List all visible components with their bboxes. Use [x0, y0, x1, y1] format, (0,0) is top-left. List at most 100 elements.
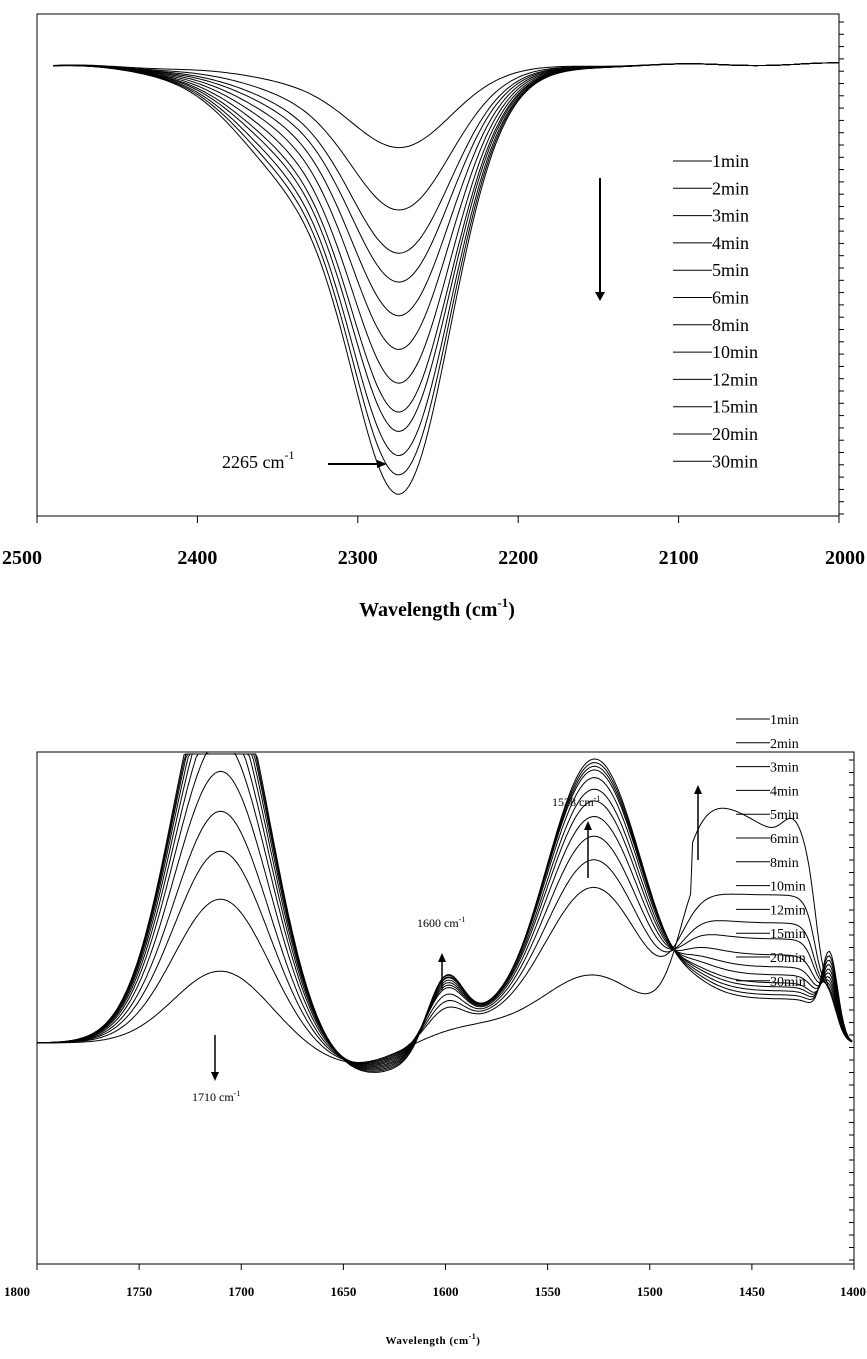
bottom-legend-item: 3min	[736, 761, 799, 776]
top-legend-item: 4min	[673, 233, 749, 253]
top-legend-label: 6min	[712, 288, 749, 308]
bottom-x-tick-label: 1550	[535, 1284, 561, 1299]
top-annotation-2265: 2265 cm-1	[222, 448, 387, 472]
top-legend-item: 1min	[673, 151, 749, 171]
bottom-annotation-1600: 1600 cm-1	[417, 915, 465, 990]
bottom-series-line	[37, 807, 853, 1063]
bottom-series-line	[37, 850, 853, 1064]
bottom-legend-item: 1min	[736, 713, 799, 728]
bottom-right-minor-ticks	[849, 759, 854, 1261]
top-legend-label: 8min	[712, 315, 749, 335]
bottom-legend-label: 15min	[770, 927, 806, 942]
bottom-x-tick-label: 1650	[330, 1284, 356, 1299]
bottom-x-tick-label: 1500	[637, 1284, 663, 1299]
top-x-tick-label: 2100	[659, 547, 699, 569]
bottom-series-line	[37, 753, 853, 1073]
bottom-legend-label: 8min	[770, 856, 799, 871]
svg-text:2265 cm-1: 2265 cm-1	[222, 448, 295, 472]
top-right-minor-ticks	[839, 21, 844, 515]
bottom-legend-item: 15min	[736, 927, 806, 942]
bottom-legend-item: 20min	[736, 951, 806, 966]
bottom-legend-label: 3min	[770, 761, 799, 776]
bottom-x-tick-label: 1800	[4, 1284, 30, 1299]
top-legend-label: 10min	[712, 342, 758, 362]
bottom-chart: 1800 1750 1700 1650 1600 1550 1500 1450 1400 Wav…	[4, 713, 866, 1347]
top-legend-item: 30min	[673, 451, 758, 471]
top-legend-item: 10min	[673, 342, 758, 362]
top-x-axis-title: Wavelength (cm-1)	[359, 595, 515, 621]
top-x-tick-label: 2400	[177, 547, 217, 569]
top-x-ticks	[36, 516, 840, 523]
top-series	[52, 62, 839, 495]
bottom-legend-label: 12min	[770, 903, 806, 918]
top-legend-item: 20min	[673, 424, 758, 444]
top-legend-label: 20min	[712, 424, 758, 444]
bottom-series-line	[37, 753, 853, 1070]
top-legend-item: 2min	[673, 178, 749, 198]
bottom-series-line	[37, 753, 853, 1068]
top-plot-frame	[36, 13, 840, 517]
bottom-legend-label: 20min	[770, 951, 806, 966]
bottom-series-line	[37, 810, 853, 1065]
top-legend-item: 6min	[673, 288, 749, 308]
bottom-x-tick-label: 1600	[433, 1284, 459, 1299]
top-x-tick-label: 2200	[498, 547, 538, 569]
top-x-tick-labels: 2500 2400 2300 2200 2100 2000	[2, 547, 865, 569]
bottom-annotation-1528: 1528 cm-1	[552, 794, 600, 878]
top-legend-item: 12min	[673, 369, 758, 389]
bottom-x-ticks	[36, 1264, 855, 1270]
top-legend-item: 8min	[673, 315, 749, 335]
bottom-legend-item: 2min	[736, 737, 799, 752]
bottom-legend-label: 10min	[770, 880, 806, 895]
top-x-tick-label: 2500	[2, 547, 42, 569]
top-legend-label: 4min	[712, 233, 749, 253]
svg-text:1528 cm-1: 1528 cm-1	[552, 794, 600, 809]
bottom-series-line	[36, 770, 853, 1066]
top-legend-item: 3min	[673, 206, 749, 226]
bottom-x-axis-title: Wavelength (cm-1)	[386, 1332, 481, 1347]
top-x-tick-label: 2000	[825, 547, 865, 569]
bottom-x-tick-label: 1400	[840, 1284, 866, 1299]
top-series-line	[52, 62, 839, 149]
bottom-x-tick-label: 1700	[228, 1284, 254, 1299]
bottom-series-line	[37, 753, 853, 1072]
bottom-legend-item: 6min	[736, 832, 799, 847]
bottom-legend-item: 10min	[736, 880, 806, 895]
bottom-annotation-1710: 1710 cm-1	[192, 1035, 240, 1104]
bottom-x-tick-labels: 1800 1750 1700 1650 1600 1550 1500 1450 1400	[4, 1284, 866, 1299]
top-chart: 2500 2400 2300 2200 2100 2000 Wavelength (cm-…	[2, 13, 865, 621]
top-legend: 1min 2min 3min 4min 5min 6min 8min 10min 12min 1…	[673, 151, 758, 471]
svg-text:1710 cm-1: 1710 cm-1	[192, 1089, 240, 1104]
top-legend-item: 5min	[673, 260, 749, 280]
bottom-x-tick-label: 1450	[739, 1284, 765, 1299]
top-series-line	[52, 62, 839, 495]
top-x-tick-label: 2300	[338, 547, 378, 569]
bottom-series	[36, 752, 853, 1073]
bottom-legend-label: 30min	[770, 975, 806, 990]
bottom-legend-label: 6min	[770, 832, 799, 847]
bottom-legend-item: 4min	[736, 784, 799, 799]
top-legend-label: 3min	[712, 206, 749, 226]
bottom-legend-item: 12min	[736, 903, 806, 918]
top-trend-arrow	[595, 178, 605, 301]
top-legend-label: 12min	[712, 369, 758, 389]
bottom-trend-arrow	[694, 785, 702, 860]
bottom-legend-label: 4min	[770, 784, 799, 799]
bottom-legend-label: 5min	[770, 808, 799, 823]
top-legend-label: 30min	[712, 451, 758, 471]
bottom-x-tick-label: 1750	[126, 1284, 152, 1299]
svg-text:1600 cm-1: 1600 cm-1	[417, 915, 465, 930]
bottom-legend-label: 1min	[770, 713, 799, 728]
bottom-series-line	[37, 753, 853, 1069]
bottom-legend-item: 8min	[736, 856, 799, 871]
top-legend-item: 15min	[673, 397, 758, 417]
bottom-legend-label: 2min	[770, 737, 799, 752]
top-legend-label: 5min	[712, 260, 749, 280]
bottom-series-line	[36, 752, 853, 1067]
top-legend-label: 1min	[712, 151, 749, 171]
bottom-legend: 1min 2min 3min 4min 5min 6min 8min 10min 12min 15…	[736, 713, 806, 990]
bottom-legend-item: 5min	[736, 808, 799, 823]
bottom-legend-item: 30min	[736, 975, 806, 990]
top-legend-label: 2min	[712, 178, 749, 198]
